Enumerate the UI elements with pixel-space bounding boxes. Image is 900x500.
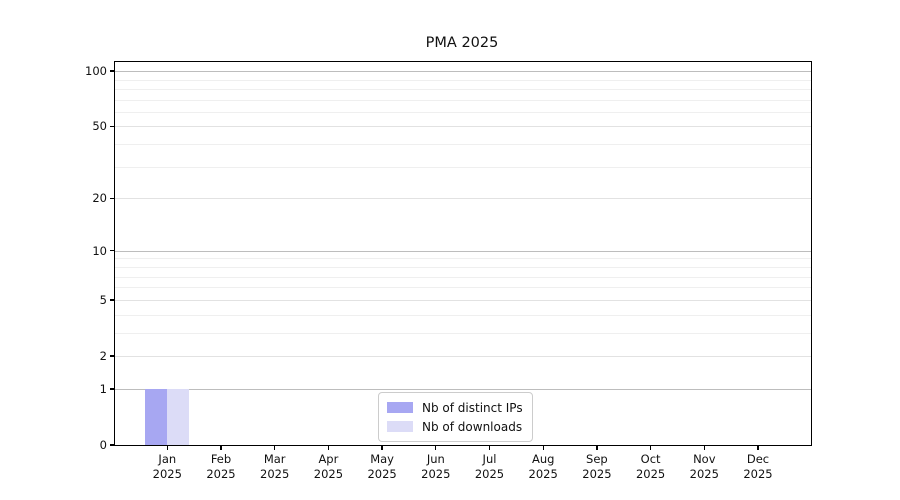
legend-swatch-distinct-ips [387, 402, 413, 413]
x-tick-jun [435, 446, 437, 450]
legend-swatch-downloads [387, 421, 413, 432]
x-axis-tick-label: Mar 2025 [260, 452, 290, 481]
legend-label-distinct-ips: Nb of distinct IPs [422, 400, 523, 415]
y-axis-tick-label: 2 [99, 348, 107, 363]
y-axis-tick-label: 10 [92, 243, 107, 258]
gridline-minor-y-90 [115, 79, 811, 81]
y-axis-tick-label: 100 [85, 64, 107, 79]
plot-area: Nb of distinct IPs Nb of downloads 0 1 2 5 1… [85, 61, 812, 481]
x-axis-tick-label: May 2025 [367, 452, 397, 481]
gridline-y-20 [115, 198, 811, 200]
y-tick-10 [110, 250, 114, 252]
gridline-minor-y-3 [115, 332, 811, 334]
y-tick-5 [110, 299, 114, 301]
x-axis-tick-label: Apr 2025 [313, 452, 344, 481]
gridline-y-50 [115, 126, 811, 128]
x-tick-sep [596, 446, 598, 450]
x-axis-tick-label: Jul 2025 [474, 452, 505, 481]
gridline-y-100 [115, 71, 811, 73]
x-axis-tick-label: Jan 2025 [152, 452, 182, 481]
x-tick-oct [649, 446, 652, 450]
y-tick-0 [110, 444, 114, 446]
y-axis-tick-label: 50 [92, 119, 107, 134]
y-axis-tick-label: 5 [99, 292, 107, 307]
y-tick-100 [110, 70, 114, 72]
x-tick-dec [757, 446, 759, 450]
gridline-y-10 [115, 250, 811, 252]
gridline-minor-y-4 [115, 314, 811, 316]
x-axis-tick-label: Sep 2025 [582, 452, 612, 481]
y-axis-tick-label: 1 [99, 381, 107, 396]
gridline-minor-y-80 [115, 88, 811, 90]
chart-title: PMA 2025 [425, 35, 499, 51]
x-tick-jan [166, 446, 168, 450]
x-axis-tick-label: Aug 2025 [528, 452, 558, 481]
gridline-minor-y-7 [115, 276, 811, 278]
gridline-y-2 [115, 355, 811, 357]
y-axis-tick-label: 20 [92, 191, 107, 206]
y-axis-tick-label: 0 [99, 438, 107, 452]
y-tick-1 [110, 388, 114, 390]
y-tick-20 [110, 197, 114, 200]
legend-item-distinct-ips: Nb of distinct IPs [387, 398, 523, 417]
gridline-minor-y-30 [115, 166, 811, 168]
bar-nb-of-downloads-jan [167, 388, 190, 445]
legend-item-downloads: Nb of downloads [387, 417, 523, 436]
gridline-minor-y-60 [115, 111, 811, 113]
x-tick-nov [703, 446, 705, 450]
x-tick-jul [488, 446, 491, 450]
x-axis-tick-label: Dec 2025 [743, 452, 773, 481]
x-tick-apr [327, 446, 330, 450]
gridline-minor-y-6 [115, 287, 811, 289]
x-axis-tick-label: Nov 2025 [689, 452, 719, 481]
bar-nb-of-distinct-ips-jan [145, 388, 168, 445]
gridline-minor-y-8 [115, 266, 811, 268]
y-tick-2 [110, 355, 114, 357]
x-axis-tick-label: Oct 2025 [635, 452, 666, 481]
gridline-minor-y-9 [115, 258, 811, 260]
gridline-y-1 [115, 388, 811, 390]
y-tick-50 [110, 125, 114, 128]
legend: Nb of distinct IPs Nb of downloads [378, 392, 533, 442]
x-tick-aug [542, 446, 544, 450]
x-tick-feb [220, 446, 222, 450]
x-axis-tick-label: Jun 2025 [421, 452, 451, 481]
gridline-minor-y-70 [115, 99, 811, 101]
x-tick-may [381, 446, 383, 450]
legend-label-downloads: Nb of downloads [422, 419, 523, 434]
gridline-minor-y-40 [115, 144, 811, 146]
x-axis-tick-label: Feb 2025 [206, 452, 236, 481]
gridline-y-5 [115, 299, 811, 301]
x-tick-mar [274, 446, 276, 450]
